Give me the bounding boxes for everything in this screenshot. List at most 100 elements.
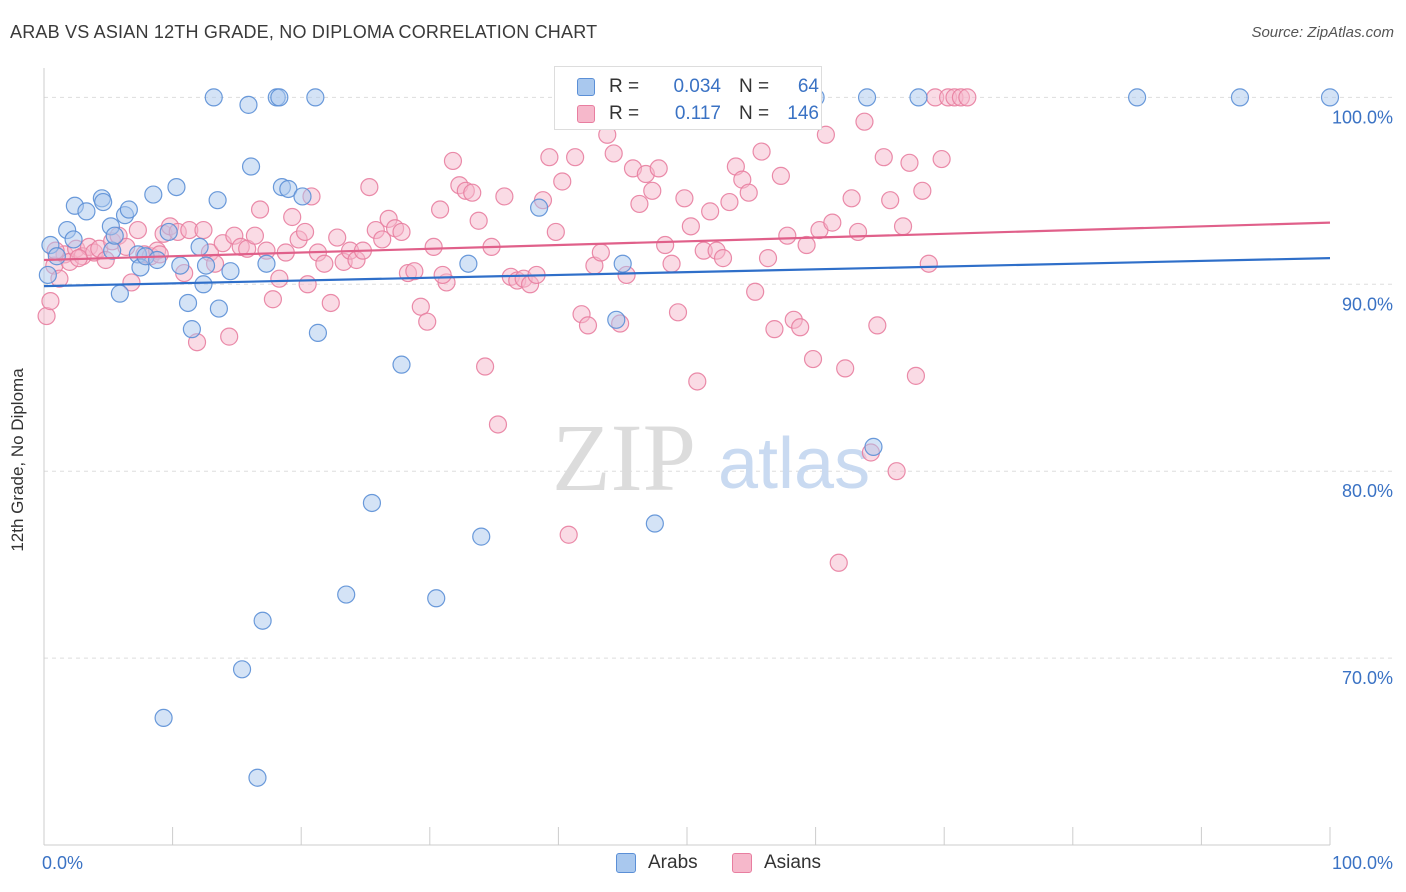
stats-legend: R = 0.034 N = 64 R = 0.117 N = 146: [554, 66, 822, 130]
arabs-point: [392, 355, 411, 374]
asians-point: [578, 316, 598, 335]
asians-point: [630, 194, 649, 214]
r-label: R =: [609, 103, 640, 124]
asians-point: [868, 316, 887, 335]
asians-point: [443, 151, 463, 171]
arabs-point: [119, 200, 138, 219]
series-legend: Arabs Asians: [0, 852, 1406, 878]
asians-point: [887, 462, 906, 481]
arabs-point: [221, 262, 240, 281]
r-label: R =: [609, 76, 640, 97]
asians-point: [433, 265, 452, 285]
asians-point: [656, 235, 675, 255]
arabs-trend-line: [43, 257, 1331, 288]
asians-point: [932, 149, 951, 169]
asians-point: [791, 318, 810, 337]
arabs-point: [148, 250, 167, 270]
asians-point: [328, 228, 347, 247]
asians-point: [688, 372, 707, 391]
arabs-point: [208, 191, 227, 210]
r-value-asians: 0.117: [674, 103, 721, 124]
asians-point: [392, 222, 411, 242]
arabs-point: [337, 585, 356, 604]
asians-point: [675, 189, 694, 208]
asians-point: [270, 269, 289, 288]
arabs-point: [308, 323, 328, 342]
arabs-point: [1127, 88, 1147, 107]
legend-label-asians: Asians: [764, 852, 822, 873]
asians-point: [604, 144, 623, 163]
arabs-point: [204, 88, 223, 107]
y-tick-label: 70.0%: [1342, 668, 1393, 688]
legend-item-asians[interactable]: Asians: [732, 852, 821, 874]
arabs-point: [209, 299, 228, 318]
asians-point: [823, 213, 842, 232]
asians-point: [643, 181, 662, 200]
arabs-point: [427, 589, 446, 608]
arabs-legend-swatch: [616, 853, 636, 873]
asians-point: [41, 292, 60, 311]
x-tick-label: 100.0%: [1332, 853, 1393, 873]
asians-point: [128, 220, 147, 240]
asians-point: [430, 200, 450, 219]
asians-point: [758, 249, 778, 268]
arabs-point: [182, 320, 201, 339]
asians-point: [405, 262, 424, 281]
arabs-point: [38, 265, 57, 285]
asians-point: [475, 357, 495, 376]
arabs-point: [607, 310, 626, 329]
asians-point: [250, 200, 270, 219]
asians-point: [194, 220, 213, 240]
asians-point: [469, 211, 488, 230]
arabs-point: [270, 88, 289, 107]
arabs-point: [159, 222, 178, 242]
arabs-point: [1230, 88, 1250, 107]
source-label: Source: ZipAtlas.com: [1251, 24, 1394, 41]
asians-point: [321, 293, 340, 313]
n-value-arabs: 64: [797, 76, 819, 97]
asians-point: [122, 273, 141, 292]
arabs-point: [864, 437, 883, 456]
arabs-point: [241, 157, 261, 176]
y-tick-label: 80.0%: [1342, 481, 1393, 501]
arabs-point: [171, 256, 190, 275]
asians-point: [681, 217, 700, 236]
watermark-atlas: atlas: [718, 424, 870, 504]
asians-point: [566, 148, 585, 167]
arabs-point: [77, 202, 96, 221]
asians-point: [739, 183, 758, 202]
asians-point: [797, 235, 816, 255]
arabs-point: [190, 237, 209, 257]
arabs-point: [459, 254, 478, 273]
arabs-point: [144, 185, 163, 204]
asians-point: [900, 153, 919, 172]
asians-point: [546, 222, 565, 242]
asians-point: [829, 553, 848, 572]
arabs-point: [909, 88, 928, 107]
arabs-point: [857, 88, 877, 107]
asians-point: [418, 312, 437, 331]
watermark-zip: ZIP: [552, 404, 696, 511]
asians-point: [881, 191, 900, 210]
n-label: N =: [739, 103, 770, 124]
arabs-point: [472, 527, 491, 546]
watermark: ZIP atlas: [552, 404, 870, 511]
asians-point: [540, 148, 559, 167]
arabs-point: [154, 708, 173, 728]
grid-lines: [44, 96, 1392, 659]
asians-point: [701, 202, 720, 221]
asians-swatch: [577, 105, 595, 123]
arabs-point: [645, 514, 664, 533]
arabs-point: [167, 177, 186, 197]
asians-point: [220, 327, 239, 346]
asians-point: [283, 207, 302, 227]
asians-point: [668, 303, 688, 322]
asians-point: [919, 254, 938, 273]
asians-point: [495, 187, 514, 206]
arabs-point: [194, 275, 213, 294]
legend-item-arabs[interactable]: Arabs: [616, 852, 698, 874]
arabs-point: [293, 187, 312, 206]
arabs-point: [239, 95, 258, 114]
arabs-points: [38, 88, 1340, 787]
